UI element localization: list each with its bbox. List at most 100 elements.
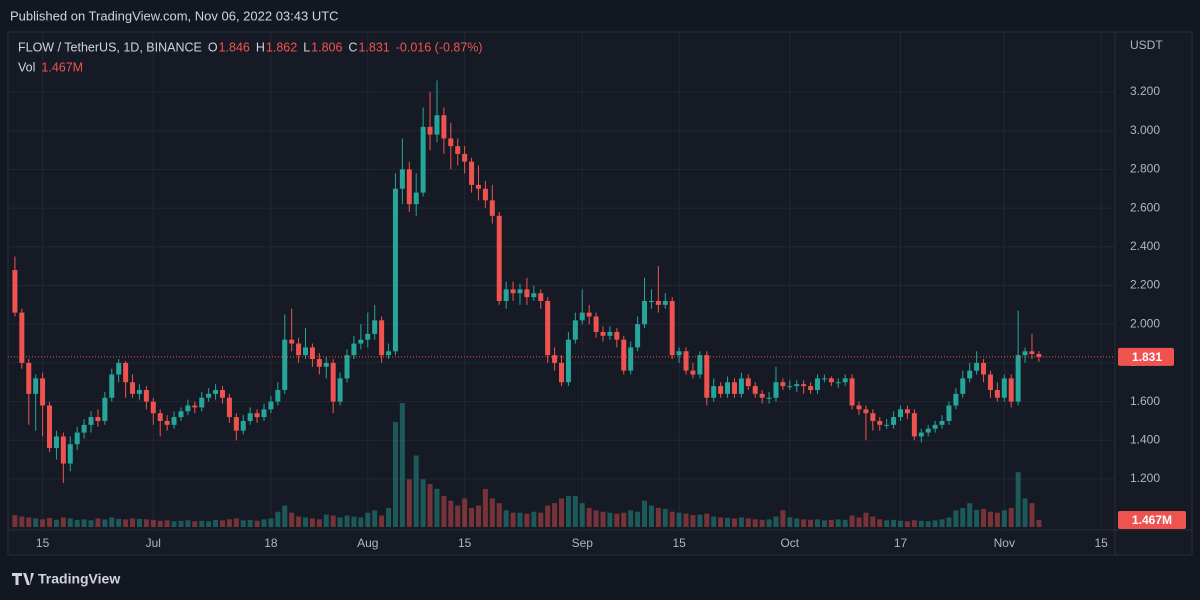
candle-body (171, 417, 177, 425)
volume-bar (524, 513, 530, 527)
candle-body (434, 115, 440, 135)
volume-bar (109, 517, 115, 527)
volume-bar (752, 519, 758, 527)
candle-body (621, 339, 627, 371)
candle-body (1008, 378, 1014, 402)
candle-body (178, 411, 184, 418)
candle-body (842, 378, 848, 383)
candle-body (538, 293, 544, 301)
candle-body (552, 355, 558, 363)
candle-body (559, 362, 564, 383)
volume-bar (960, 507, 966, 527)
volume-bar (19, 516, 25, 527)
volume-bar (185, 520, 191, 527)
candle-body (690, 370, 696, 375)
candle-body (586, 312, 592, 317)
volume-bar (565, 496, 571, 527)
candle-body (891, 417, 897, 425)
volume-bar (261, 519, 267, 527)
candle-body (406, 169, 412, 205)
x-tick-label: Aug (357, 536, 378, 550)
volume-bar (877, 519, 883, 527)
last-price-box (1118, 347, 1174, 366)
candle-body (925, 428, 931, 433)
volume-bar (268, 518, 274, 527)
volume-bar (1008, 507, 1014, 527)
candle-body (143, 389, 149, 402)
volume-bar (123, 519, 129, 527)
candle-body (773, 382, 779, 398)
volume-bar (323, 514, 329, 527)
candle-body (981, 362, 987, 375)
volume-bar (192, 521, 198, 527)
ohlc-key: L (303, 40, 310, 54)
volume-bar (233, 518, 239, 527)
volume-bar (974, 509, 980, 527)
candle-body (12, 270, 18, 313)
price-change: -0.016 (-0.87%) (396, 40, 483, 54)
candle-body (303, 347, 309, 356)
volume-bar (981, 508, 987, 527)
candle-body (828, 378, 834, 383)
volume-bar (621, 512, 627, 527)
volume-bar (863, 512, 869, 527)
volume-bar (289, 512, 295, 527)
volume-bar (358, 517, 364, 527)
y-tick-label: 1.600 (1130, 394, 1160, 408)
volume-bars (12, 403, 1042, 527)
volume-bar (95, 518, 101, 527)
candle-body (676, 351, 682, 356)
volume-bar (12, 515, 18, 527)
candle-body (455, 146, 461, 154)
volume-bar (572, 496, 578, 527)
candle-body (206, 393, 212, 398)
candle-body (247, 413, 253, 421)
candle-body (309, 347, 315, 360)
volume-bar (462, 498, 468, 527)
volume-bar (697, 514, 703, 527)
volume-bar (545, 505, 551, 527)
volume-bar (365, 512, 371, 527)
volume-bar (1001, 510, 1007, 527)
candle-body (967, 370, 973, 379)
candle-body (386, 351, 392, 356)
volume-bar (669, 511, 675, 527)
volume-bar (725, 517, 731, 527)
candle-body (330, 362, 336, 402)
candle-body (358, 339, 364, 344)
volume-bar (386, 507, 392, 527)
candle-body (482, 188, 488, 201)
candle-body (316, 359, 322, 367)
y-axis-label: USDT (1130, 38, 1163, 52)
candle-body (268, 401, 274, 410)
candle-body (635, 324, 641, 348)
volume-bar (987, 511, 993, 527)
volume-bar (219, 520, 225, 527)
volume-bar (303, 517, 309, 527)
volume-bar (870, 516, 876, 527)
volume-bar (33, 518, 39, 527)
ohlc-value: 1.846 (219, 40, 250, 54)
candle-body (254, 413, 260, 418)
volume-bar (275, 511, 281, 527)
candle-body (704, 355, 710, 398)
volume-bar (994, 512, 1000, 527)
y-tick-label: 1.400 (1130, 432, 1160, 446)
candle-body (745, 378, 751, 387)
volume-bar (1015, 472, 1021, 527)
candle-body (607, 331, 613, 336)
volume-bar (600, 511, 606, 527)
candle-body (213, 389, 219, 394)
candle-body (496, 215, 502, 301)
volume-bar (482, 488, 488, 527)
candle-body (628, 347, 634, 371)
candle-body (766, 397, 772, 399)
volume-bar (116, 518, 122, 527)
volume-bar (711, 516, 717, 527)
candle-body (88, 417, 94, 425)
volume-bar (309, 518, 315, 527)
volume-bar (642, 500, 648, 527)
volume-bar (676, 512, 682, 527)
volume-bar (718, 517, 724, 527)
volume-bar (351, 516, 357, 527)
